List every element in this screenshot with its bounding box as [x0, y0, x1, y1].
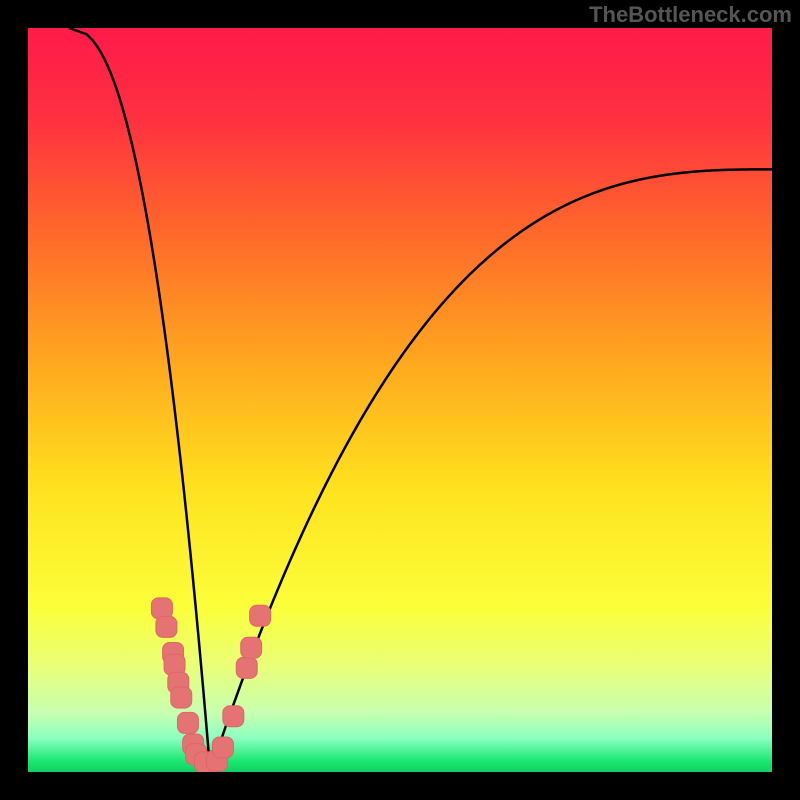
data-marker	[212, 737, 233, 758]
data-marker	[241, 637, 262, 658]
gradient-background	[28, 28, 772, 772]
data-marker	[151, 598, 172, 619]
chart-frame: TheBottleneck.com	[0, 0, 800, 800]
data-marker	[250, 605, 271, 626]
plot-area	[28, 28, 772, 772]
data-marker	[223, 706, 244, 727]
data-marker	[236, 657, 257, 678]
data-marker	[156, 616, 177, 637]
watermark-text: TheBottleneck.com	[589, 2, 792, 28]
data-marker	[177, 712, 198, 733]
chart-svg	[28, 28, 772, 772]
data-marker	[171, 687, 192, 708]
